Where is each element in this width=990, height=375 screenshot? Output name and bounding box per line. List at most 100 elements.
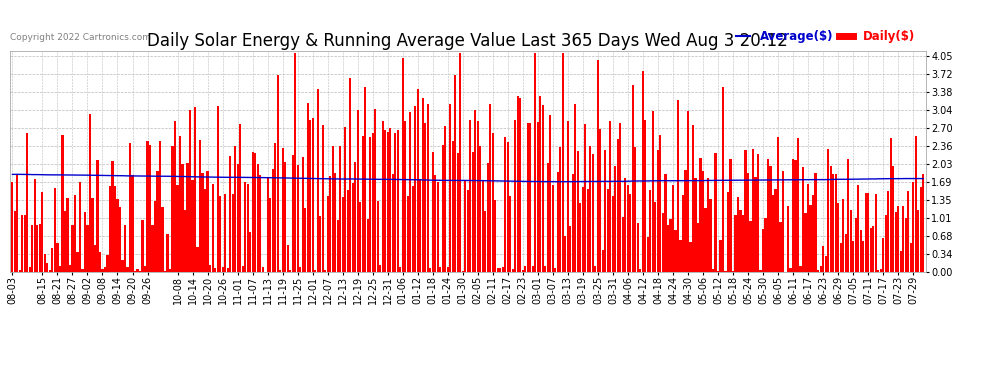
Bar xyxy=(792,159,794,272)
Bar xyxy=(905,218,907,272)
Bar xyxy=(356,110,358,272)
Bar xyxy=(920,187,922,272)
Bar xyxy=(722,87,724,272)
Bar xyxy=(584,124,586,272)
Bar xyxy=(772,195,774,272)
Bar xyxy=(882,238,884,272)
Bar xyxy=(795,160,797,272)
Bar xyxy=(207,171,209,272)
Bar xyxy=(635,147,637,272)
Bar xyxy=(862,242,864,272)
Bar xyxy=(232,194,234,272)
Bar xyxy=(17,175,19,272)
Bar xyxy=(535,53,537,272)
Bar xyxy=(440,267,442,272)
Bar xyxy=(630,194,632,272)
Bar xyxy=(667,225,669,272)
Bar xyxy=(14,211,16,272)
Bar xyxy=(371,134,374,272)
Bar xyxy=(530,123,532,272)
Bar xyxy=(689,242,692,272)
Bar xyxy=(482,181,484,272)
Bar xyxy=(27,133,29,272)
Bar xyxy=(597,60,599,272)
Bar xyxy=(364,87,366,272)
Bar xyxy=(577,151,579,272)
Bar xyxy=(912,182,914,272)
Bar xyxy=(632,85,634,272)
Bar xyxy=(346,190,348,272)
Bar xyxy=(42,192,44,272)
Bar xyxy=(274,142,276,272)
Bar xyxy=(712,269,714,272)
Bar xyxy=(757,154,759,272)
Bar xyxy=(820,266,822,272)
Bar xyxy=(276,75,278,272)
Bar xyxy=(261,267,263,272)
Bar xyxy=(229,156,231,272)
Bar xyxy=(442,145,444,272)
Bar xyxy=(789,268,792,272)
Bar xyxy=(659,135,661,272)
Text: Copyright 2022 Cartronics.com: Copyright 2022 Cartronics.com xyxy=(10,33,150,42)
Bar xyxy=(815,173,817,272)
Bar xyxy=(317,89,319,272)
Bar xyxy=(827,149,830,272)
Bar xyxy=(176,185,178,272)
Bar xyxy=(637,223,639,272)
Bar xyxy=(387,132,389,272)
Bar xyxy=(174,121,176,272)
Bar xyxy=(859,230,861,272)
Bar xyxy=(782,171,784,272)
Bar xyxy=(715,153,717,272)
Bar xyxy=(752,149,754,272)
Bar xyxy=(842,200,844,272)
Bar xyxy=(61,135,63,272)
Bar xyxy=(507,142,509,272)
Bar xyxy=(740,210,742,272)
Bar xyxy=(767,159,769,272)
Bar xyxy=(672,185,674,272)
Bar xyxy=(532,266,534,272)
Bar xyxy=(214,268,216,272)
Bar xyxy=(540,96,542,272)
Bar xyxy=(609,121,612,272)
Bar xyxy=(869,228,871,272)
Bar xyxy=(127,267,129,272)
Bar xyxy=(156,171,158,272)
Bar xyxy=(546,163,548,272)
Bar xyxy=(599,129,602,272)
Bar xyxy=(222,267,224,272)
Bar xyxy=(625,178,627,272)
Bar xyxy=(394,133,396,272)
Bar xyxy=(837,203,840,272)
Bar xyxy=(561,53,564,272)
Bar xyxy=(304,208,306,272)
Bar xyxy=(922,174,925,272)
Bar xyxy=(369,137,371,272)
Bar xyxy=(106,255,109,272)
Bar xyxy=(144,266,147,272)
Bar xyxy=(900,251,902,272)
Bar xyxy=(286,245,289,272)
Bar xyxy=(522,270,524,272)
Bar xyxy=(22,215,24,272)
Bar xyxy=(797,138,799,272)
Bar xyxy=(302,157,304,272)
Bar xyxy=(399,267,401,272)
Bar xyxy=(199,140,201,272)
Bar xyxy=(124,225,126,272)
Bar xyxy=(692,125,694,272)
Bar xyxy=(191,180,194,272)
Bar xyxy=(544,266,546,272)
Bar xyxy=(284,162,286,272)
Bar xyxy=(404,121,406,272)
Bar xyxy=(237,164,239,272)
Bar xyxy=(825,256,827,272)
Bar xyxy=(669,219,671,272)
Bar xyxy=(64,211,66,272)
Bar xyxy=(489,104,491,272)
Bar xyxy=(24,215,26,272)
Bar xyxy=(19,270,21,272)
Bar xyxy=(554,268,556,272)
